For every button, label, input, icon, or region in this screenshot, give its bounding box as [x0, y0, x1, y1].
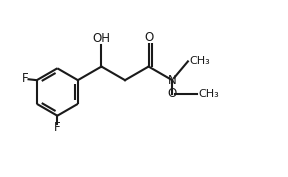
- Text: F: F: [22, 72, 29, 85]
- Text: O: O: [144, 31, 153, 44]
- Text: N: N: [168, 74, 177, 87]
- Text: OH: OH: [92, 32, 110, 45]
- Text: CH₃: CH₃: [198, 89, 219, 99]
- Text: CH₃: CH₃: [190, 56, 211, 66]
- Text: F: F: [54, 121, 61, 134]
- Text: O: O: [168, 87, 177, 100]
